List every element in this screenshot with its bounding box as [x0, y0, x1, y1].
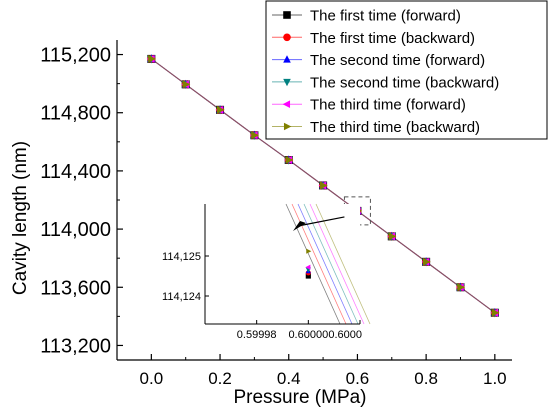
zoom-arrow-head: [293, 221, 306, 231]
x-axis-label: Pressure (MPa): [233, 387, 366, 408]
inset-background: [205, 204, 360, 324]
inset-y-tick-label: 114,124: [162, 291, 201, 303]
data-point: [491, 308, 500, 317]
legend: The first time (forward) The first time (…: [265, 0, 548, 140]
legend-label: The second time (backward): [310, 74, 499, 91]
x-tick-label: 1.0: [483, 369, 507, 388]
legend-label: The third time (forward): [310, 97, 466, 114]
y-tick-label: 114,400: [40, 161, 111, 183]
inset-x-tick-label: 0.60000: [288, 329, 328, 341]
legend-marker: [283, 33, 291, 42]
y-tick-label: 113,200: [40, 335, 111, 357]
inset-series-line: [285, 203, 341, 325]
inset-x-tick-label: 0.6000: [328, 329, 362, 341]
y-axis-label: Cavity length (nm): [10, 141, 31, 295]
legend-label: The second time (forward): [310, 52, 485, 69]
data-point: [457, 283, 466, 292]
inset-series-line: [315, 203, 371, 325]
y-tick-label: 114,000: [40, 219, 111, 241]
data-point: [388, 232, 397, 241]
data-point: [285, 156, 294, 164]
x-tick-label: 0.6: [346, 369, 370, 388]
legend-marker: [282, 100, 291, 108]
y-tick-label: 115,200: [40, 45, 111, 67]
x-tick-label: 0.4: [277, 369, 301, 388]
data-point: [216, 105, 225, 114]
legend-label: The first time (backward): [310, 30, 475, 47]
inset-x-tick-label: 0.59998: [237, 329, 277, 341]
data-point: [182, 80, 191, 89]
data-point: [422, 257, 431, 266]
legend-marker: [283, 11, 291, 19]
legend-marker: [283, 78, 291, 87]
legend-marker: [283, 122, 292, 131]
legend-marker: [283, 55, 291, 63]
legend-box: [265, 0, 548, 140]
data-point: [251, 131, 259, 140]
y-tick-label: 113,600: [40, 277, 111, 299]
x-tick-label: 0.8: [414, 369, 438, 388]
inset-series-line: [303, 203, 359, 325]
y-tick-label: 114,800: [40, 103, 111, 125]
legend-label: The third time (backward): [310, 119, 480, 136]
legend-label: The first time (forward): [310, 8, 461, 25]
x-tick-label: 0.0: [140, 369, 164, 388]
zoom-arrow-line: [297, 216, 345, 227]
data-point: [148, 54, 156, 63]
x-tick-label: 0.2: [208, 369, 232, 388]
inset-data-point: [306, 248, 312, 254]
inset-y-tick-label: 114,125: [162, 251, 201, 263]
inset-series-line: [309, 203, 365, 325]
data-point: [319, 181, 328, 190]
main-plot: 113,200 113,600 114,000 114,400 114,800 115,2…: [40, 40, 512, 388]
inset-plot: 114,124 114,125 0.59998 0.60000 0.6000: [162, 203, 371, 341]
inset-data-point: [305, 264, 311, 270]
